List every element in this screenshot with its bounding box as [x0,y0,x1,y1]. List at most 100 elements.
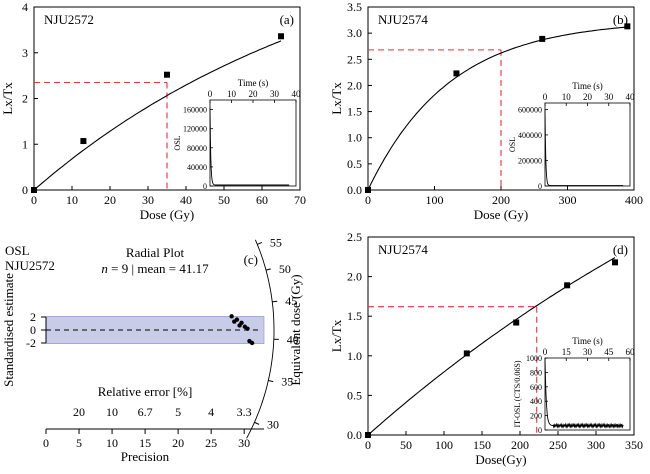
fitted-curve [33,40,282,191]
y-tick-label: 1.0 [347,349,362,363]
relative-error-tick-label: 3.3 [237,405,252,419]
x-tick-label: 30 [142,193,154,207]
x-tick-label: 200 [492,193,510,207]
x-tick-label: 0 [365,193,371,207]
inset-y-tick-label: 200000 [518,156,542,165]
relative-error-tick-label: 10 [106,405,118,419]
y-tick-label: 4 [22,0,28,14]
inset-y-tick-label: 600 [530,383,542,392]
data-point [365,432,371,438]
dose-tick-label: 45 [285,294,297,308]
x-tick-label: 100 [435,438,453,452]
data-point [453,70,460,77]
dose-tick-label: 50 [279,262,291,276]
x-tick-label: 100 [426,193,444,207]
panel-label: (c) [244,252,258,267]
inset-x-tick-label: 60 [626,347,636,357]
fitted-curve [367,257,616,436]
data-point [539,35,546,42]
inset-frame [544,102,631,187]
relative-error-tick-label: 6.7 [138,405,153,419]
y-tick-label: 2.0 [347,78,362,92]
x-axis-label: Precision [121,449,170,464]
y-axis-label: Lx/Tx [329,82,344,115]
data-point [463,350,470,357]
inset-decay-curve [209,107,290,186]
inset-y-tick-label: 160000 [183,106,207,115]
x-tick-label: 50 [218,193,230,207]
x-tick-label: 350 [625,438,643,452]
inset-x-tick-label: 45 [604,347,614,357]
panel-label: (b) [613,12,628,27]
x-tick-label: 25 [205,436,217,450]
relative-error-tick-label: 4 [208,405,214,419]
data-point [278,33,284,40]
sample-label: NJU2572 [5,258,55,273]
y-tick-label: 1.0 [347,131,362,145]
dose-tick [268,380,274,383]
dose-tick-label: 55 [270,235,282,249]
x-tick-label: 10 [106,436,118,450]
y-tick-label: 2.5 [347,52,362,66]
data-point [365,187,371,193]
dose-tick-label: 40 [287,332,299,346]
data-point [245,326,250,331]
inset-x-tick-label: 30 [583,347,593,357]
data-point [564,282,571,289]
data-point [31,187,37,193]
inset-y-label: OSL [173,135,182,150]
plot-frame [367,236,635,436]
x-tick-label: 15 [139,436,151,450]
x-axis-label: Dose (Gy) [474,207,529,222]
inset-y-tick-label: 400 [530,397,542,406]
inset-x-label: Time (s) [572,81,602,91]
inset-y-tick-label: 600000 [518,105,542,114]
y-tick-label: 2.5 [347,230,362,244]
y-tick-label: 2.0 [347,270,362,284]
sample-label: NJU2574 [378,242,428,257]
inset-x-tick-label: 15 [562,347,572,357]
dose-tick [272,300,278,303]
inset-x-tick-label: 30 [270,89,280,99]
data-point [624,23,631,30]
x-tick-label: 30 [238,436,250,450]
dose-tick-label: 30 [267,417,279,431]
data-point [80,138,87,145]
inset-x-label: Time (s) [238,78,268,88]
inset-x-tick-label: 0 [543,92,548,102]
x-tick-label: 0 [31,193,37,207]
fitted-curve [367,26,628,191]
y-tick-label: 0 [22,183,28,197]
x-tick-label: 20 [172,436,184,450]
inset-y-tick-label: 80000 [187,144,207,153]
inset-x-tick-label: 0 [543,347,548,357]
panel-label: (d) [613,242,628,257]
x-tick-label: 40 [180,193,192,207]
panel-label: (a) [280,12,294,27]
inset-y-tick-label: 400000 [518,131,542,140]
sample-label: NJU2574 [378,12,428,27]
x-tick-label: 150 [473,438,491,452]
y-axis-label: Lx/Tx [329,319,344,352]
method-label: OSL [5,243,30,258]
inset-decay-curve [544,357,624,429]
inset-y-tick-label: 200 [530,412,542,421]
data-point [239,320,244,326]
x-tick-label: 200 [511,438,529,452]
inset-y-tick-label: 0 [538,426,542,435]
dose-tick-label: 35 [281,375,293,389]
inset-x-tick-label: 40 [626,92,636,102]
x-tick-label: 5 [76,436,82,450]
inset-x-tick-label: 10 [227,89,237,99]
dose-tick [254,421,260,425]
y-tick-label: 3 [22,46,28,60]
y-tick-label: 2 [22,92,28,106]
data-point [229,314,234,319]
plot-title: Radial Plot [126,245,185,260]
x-tick-label: 10 [66,193,78,207]
y-tick-label: 0.5 [347,157,362,171]
inset-x-label: Time (s) [572,336,602,346]
x-tick-label: 300 [559,193,577,207]
y-tick-label: 3.0 [347,26,362,40]
inset-x-tick-label: 40 [292,89,302,99]
